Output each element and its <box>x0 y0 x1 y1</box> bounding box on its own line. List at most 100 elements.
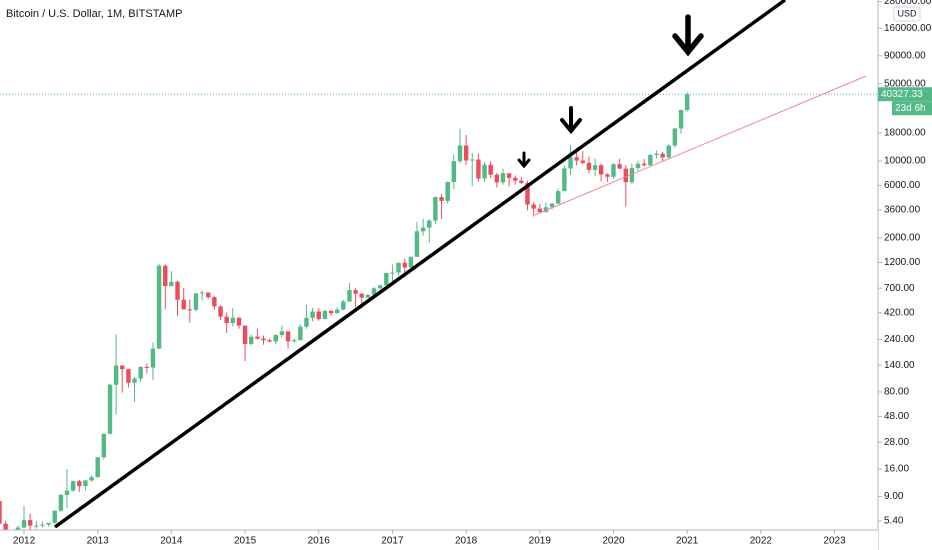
candle-body <box>605 174 610 177</box>
plot-area <box>0 92 878 550</box>
x-tick-label: 2012 <box>13 536 36 547</box>
x-tick-label: 2016 <box>308 536 331 547</box>
candle-body <box>402 262 407 268</box>
candle-body <box>310 311 315 318</box>
candle-body <box>451 161 457 182</box>
candle-body <box>40 524 45 526</box>
candle-body <box>377 285 383 289</box>
resistance-trendline <box>53 0 787 529</box>
candle-body <box>568 157 573 169</box>
candle-body <box>660 153 665 158</box>
candle-body <box>371 288 377 295</box>
candle-body <box>273 335 279 342</box>
candle-body <box>574 157 579 161</box>
chart-title: Bitcoin / U.S. Dollar, 1M, BITSTAMP <box>6 8 182 20</box>
candle-body <box>611 164 616 177</box>
candle-body <box>236 317 242 326</box>
candle-body <box>427 220 432 228</box>
candle-body <box>476 159 481 179</box>
arrow-large <box>672 14 704 57</box>
y-tick-label: 80.00 <box>884 387 909 398</box>
candle-body <box>248 336 254 345</box>
candle-body <box>107 384 113 434</box>
candle-body <box>500 173 506 183</box>
y-tick-label: 1200.00 <box>884 257 921 268</box>
candle-body <box>519 180 524 184</box>
candle-body <box>390 272 395 274</box>
candle-body <box>556 191 561 204</box>
candle-body <box>95 457 100 478</box>
candle-body <box>470 159 475 161</box>
x-tick-label: 2020 <box>602 536 625 547</box>
y-tick-label: 5.40 <box>884 516 904 527</box>
candle-body <box>666 145 671 158</box>
candle-body <box>27 520 33 526</box>
candle-body <box>513 177 518 181</box>
candle-body <box>684 94 690 111</box>
candle-body <box>101 433 107 458</box>
candle-body <box>494 174 500 183</box>
candle-body <box>21 520 27 528</box>
candle-body <box>175 281 180 300</box>
time-axis <box>0 530 878 550</box>
candle-body <box>199 292 205 294</box>
candle-body <box>292 340 297 342</box>
candle-body <box>224 316 229 324</box>
x-tick-label: 2018 <box>455 536 478 547</box>
currency: USD <box>897 8 917 18</box>
candle-body <box>439 197 444 201</box>
x-tick-label: 2021 <box>676 536 699 547</box>
candle-body <box>506 173 512 178</box>
y-tick-label: 9.00 <box>884 491 904 502</box>
candle-body <box>525 183 530 205</box>
last-price-label: 40327.33 <box>881 89 923 100</box>
candle-body <box>34 525 39 527</box>
candle-body <box>89 477 94 481</box>
candle-body <box>77 481 82 487</box>
candle-body <box>678 110 684 129</box>
y-tick-label: 16.00 <box>884 464 909 475</box>
candle-body <box>298 326 303 341</box>
candle-body <box>46 522 51 525</box>
candle-body <box>267 340 272 342</box>
y-tick-label: 3600.00 <box>884 204 921 215</box>
candle-body <box>365 294 371 298</box>
candle-body <box>144 366 150 368</box>
candle-body <box>598 165 604 175</box>
y-tick-label: 160000.00 <box>884 23 932 34</box>
candle-body <box>617 164 622 169</box>
candle-body <box>562 168 567 192</box>
candle-body <box>58 494 64 511</box>
candle-body <box>549 203 555 208</box>
candle-body <box>334 309 340 314</box>
arrow-small <box>517 151 531 169</box>
candle-body <box>193 293 199 310</box>
candle-body <box>120 365 125 370</box>
candle-body <box>531 204 536 209</box>
candle-body <box>328 310 334 314</box>
candle-body <box>433 197 438 221</box>
candle-body <box>138 366 143 379</box>
candle-body <box>384 272 389 286</box>
candle-body <box>113 365 119 385</box>
candle-body <box>648 154 653 166</box>
candle-body <box>672 128 678 146</box>
candle-body <box>635 163 641 169</box>
candle-body <box>0 500 2 524</box>
candle-body <box>316 311 321 319</box>
candle-body <box>482 164 487 179</box>
candle-body <box>488 164 493 175</box>
candle-body <box>255 336 260 339</box>
candle-body <box>169 281 174 287</box>
candle-body <box>304 317 309 327</box>
candle-body <box>586 162 592 170</box>
y-tick-label: 700.00 <box>884 283 915 294</box>
y-tick-label: 50000.00 <box>884 79 926 90</box>
candle-body <box>414 231 420 257</box>
candle-body <box>347 290 352 302</box>
candle-body <box>396 262 401 273</box>
x-tick-label: 2013 <box>87 536 110 547</box>
last-price-box <box>878 87 932 102</box>
candle-body <box>64 490 70 495</box>
